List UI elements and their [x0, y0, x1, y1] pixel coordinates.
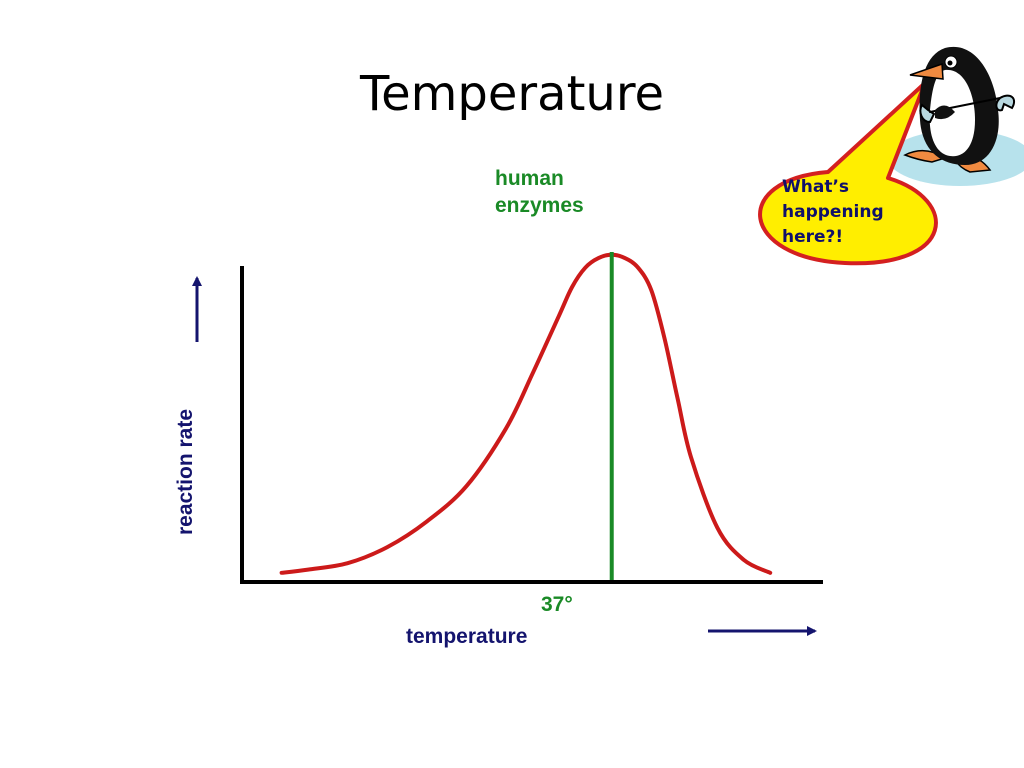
- series-label-line: enzymes: [495, 194, 584, 217]
- speech-line: What’s: [782, 177, 850, 197]
- y-axis-label: reaction rate: [174, 408, 197, 536]
- penguin-beak: [909, 62, 944, 80]
- penguin-flipper: [935, 105, 955, 120]
- series-label: human enzymes: [495, 165, 584, 219]
- penguin-mascot: [758, 46, 1024, 266]
- marker-tick-label: 37°: [541, 593, 573, 616]
- speech-line: here?!: [782, 227, 844, 247]
- penguin-pupil: [947, 60, 953, 66]
- series-label-line: human: [495, 167, 564, 190]
- speech-bubble: [758, 81, 938, 266]
- wrench-icon: [919, 94, 1016, 124]
- reaction-rate-curve: [279, 252, 773, 575]
- x-axis-label: temperature: [406, 625, 528, 648]
- speech-line: happening: [782, 202, 884, 222]
- speech-bubble-text: What’s happening here?!: [782, 175, 884, 250]
- page-title: Temperature: [359, 66, 665, 122]
